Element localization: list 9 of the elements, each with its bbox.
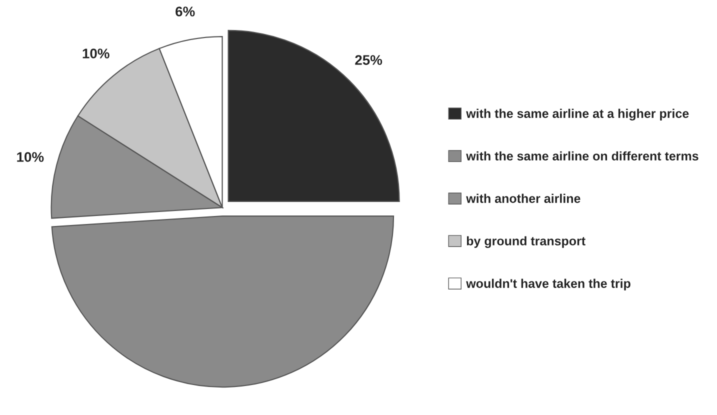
data-label: 6% xyxy=(176,6,195,16)
legend-label: wouldn't have taken the trip xyxy=(466,278,630,290)
data-label: 10% xyxy=(82,48,110,58)
data-label: 25% xyxy=(355,55,382,65)
legend-label: with the same airline at a higher price xyxy=(466,108,689,120)
legend-label: by ground transport xyxy=(466,236,586,248)
legend-label: with another airline xyxy=(466,194,580,203)
data-label: 10% xyxy=(17,152,44,162)
legend-label: with the same airline on different terms xyxy=(466,151,698,160)
